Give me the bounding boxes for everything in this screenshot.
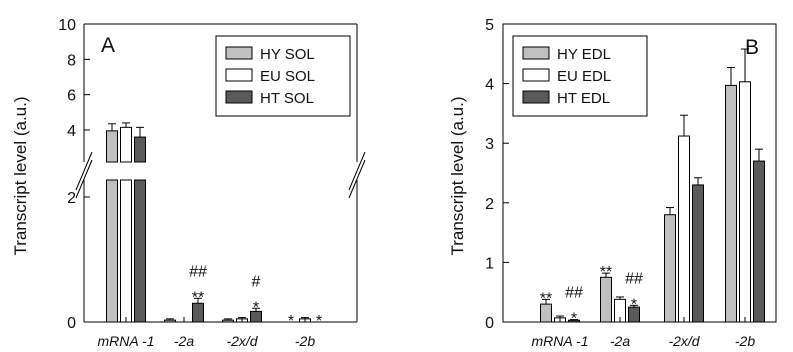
bar [753,160,765,323]
significance-label: ** [600,264,612,281]
legend-swatch [225,68,253,82]
y-tick-label: 4 [67,123,76,140]
legend-swatch [522,90,550,104]
bar [664,214,676,323]
x-tick-label: -2a [610,333,630,349]
bar [678,135,690,323]
y-tick-label: 0 [67,315,76,332]
bar [134,136,146,163]
axis-break-mark [75,159,93,199]
legend-label: HT EDL [557,90,610,107]
legend-label: HT SOL [260,90,314,107]
y-tick-label: 0 [485,315,494,332]
x-tick-label: -2a [174,333,194,349]
axis-break-mark [75,151,93,191]
legend-swatch [225,46,253,60]
legend-label: EU SOL [260,68,315,85]
significance-label: * [316,313,322,330]
legend: HY SOL EU SOL HT SOL [215,35,351,117]
significance-label: ## [189,263,207,280]
significance-label: * [253,299,259,316]
y-axis-label: Transcript level (a.u.) [11,96,30,255]
bar [120,179,132,323]
significance-label: * [571,311,577,328]
axis-break-mark [348,151,366,191]
bar [106,130,118,163]
panel-label: A [101,34,115,57]
bar [120,126,132,163]
significance-label: ## [625,270,643,287]
legend-label: EU EDL [557,68,611,85]
x-tick-label: -2x/d [668,333,700,349]
legend-label: HY EDL [557,46,611,63]
significance-label: ## [565,285,583,302]
bar [725,84,737,323]
significance-label: ** [540,290,552,307]
x-tick-label: mRNA -1 [531,333,588,349]
bar [739,81,751,323]
significance-label: * [288,313,294,330]
significance-label: ** [192,289,204,306]
bar [106,179,118,323]
y-axis-label: Transcript level (a.u.) [448,96,467,255]
x-tick-label: -2b [295,333,315,349]
y-tick-label: 6 [67,88,76,105]
x-tick-label: -2b [735,333,755,349]
x-tick-label: -2x/d [226,333,258,349]
y-tick-label: 1 [485,255,494,272]
y-tick-label: 2 [485,196,494,213]
bar [692,184,704,323]
axis-break-mark [348,159,366,199]
y-tick-label: 4 [485,77,494,94]
bar [134,179,146,323]
significance-label: * [631,296,637,313]
x-tick-label: mRNA -1 [97,333,154,349]
bar [600,276,612,323]
significance-label: # [252,273,261,290]
legend-swatch [225,90,253,104]
bar [222,319,234,323]
bar [164,319,176,323]
legend: HY EDL EU EDL HT EDL [512,35,648,117]
legend-swatch [522,46,550,60]
y-tick-label: 10 [58,17,76,34]
y-tick-label: 8 [67,52,76,69]
y-tick-label: 5 [485,17,494,34]
legend-label: HY SOL [260,46,315,63]
y-tick-label: 3 [485,136,494,153]
panel-label: B [745,36,759,59]
y-tick-label: 2 [67,190,76,207]
legend-swatch [522,68,550,82]
